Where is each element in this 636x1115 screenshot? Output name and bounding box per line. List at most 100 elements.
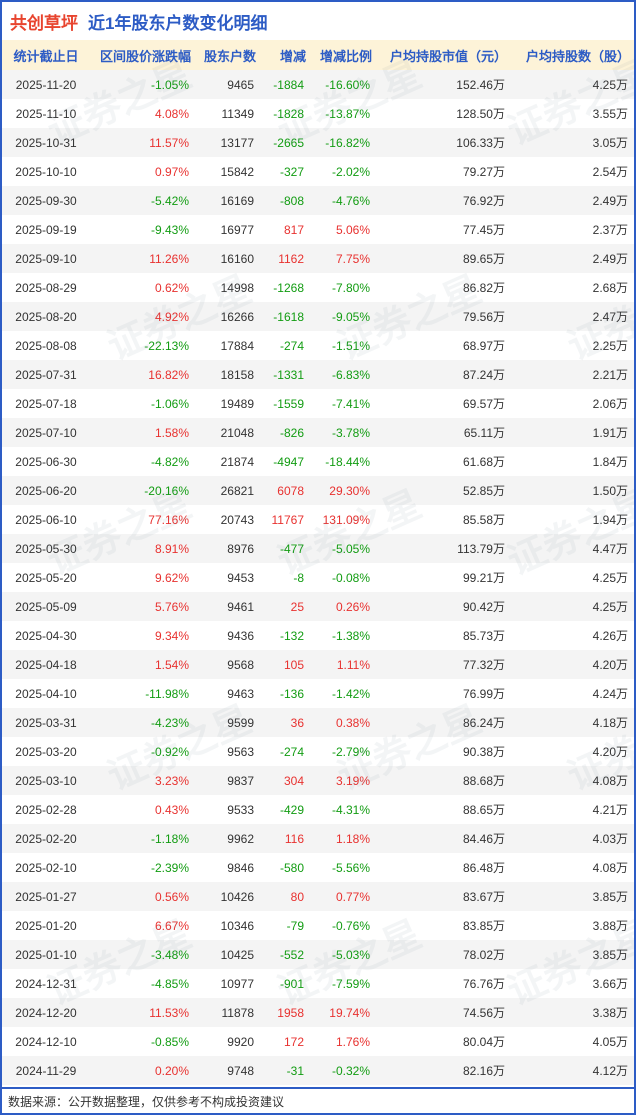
price-change-cell: 11.53% xyxy=(149,1005,189,1020)
table-row: 2025-04-30 9.34% 9436 -132 -1.38% 85.73万 4.26万 xyxy=(2,621,634,650)
price-change-cell: -4.85% xyxy=(150,976,189,991)
avg-holding-shares-cell: 2.21万 xyxy=(592,368,628,382)
holders-delta-cell: 1162 xyxy=(278,251,304,266)
holders-count-cell: 11878 xyxy=(221,1005,254,1020)
delta-ratio-cell: 0.77% xyxy=(335,889,370,904)
avg-holding-shares-cell: 4.03万 xyxy=(592,832,628,846)
avg-holding-value-cell: 83.85万 xyxy=(462,919,505,933)
column-header: 户均持股市值（元） xyxy=(376,40,511,70)
table-row: 2024-12-31 -4.85% 10977 -901 -7.59% 76.76万 3.6… xyxy=(2,969,634,998)
avg-holding-value-cell: 77.45万 xyxy=(462,223,505,237)
price-change-cell: -1.18% xyxy=(150,831,189,846)
avg-holding-value-cell: 152.46万 xyxy=(456,78,505,92)
date-cell: 2024-12-10 xyxy=(15,1034,77,1049)
delta-ratio-cell: -1.42% xyxy=(331,686,370,701)
avg-holding-shares-cell: 4.08万 xyxy=(592,861,628,875)
delta-ratio-cell: -4.31% xyxy=(331,802,370,817)
price-change-cell: -1.05% xyxy=(150,77,189,92)
holders-delta-cell: 105 xyxy=(283,657,304,672)
holders-count-cell: 26821 xyxy=(220,483,254,498)
date-cell: 2025-04-18 xyxy=(15,657,77,672)
date-cell: 2025-10-31 xyxy=(15,135,77,150)
avg-holding-value-cell: 76.99万 xyxy=(462,687,505,701)
holders-delta-cell: -826 xyxy=(279,425,304,440)
date-cell: 2025-09-19 xyxy=(15,222,77,237)
table-row: 2025-03-20 -0.92% 9563 -274 -2.79% 90.38万 4.20… xyxy=(2,737,634,766)
price-change-cell: 9.62% xyxy=(154,570,189,585)
date-cell: 2025-04-10 xyxy=(15,686,77,701)
holders-delta-cell: -1268 xyxy=(273,280,304,295)
avg-holding-shares-cell: 3.85万 xyxy=(592,948,628,962)
delta-ratio-cell: -5.56% xyxy=(331,860,370,875)
avg-holding-shares-cell: 4.05万 xyxy=(592,1035,628,1049)
holders-delta-cell: -1559 xyxy=(273,396,304,411)
delta-ratio-cell: -7.59% xyxy=(331,976,370,991)
delta-ratio-cell: -0.32% xyxy=(331,1063,370,1078)
price-change-cell: 4.08% xyxy=(154,106,189,121)
holders-delta-cell: -31 xyxy=(286,1063,304,1078)
date-cell: 2025-11-20 xyxy=(15,77,77,92)
delta-ratio-cell: 3.19% xyxy=(335,773,370,788)
holders-count-cell: 9568 xyxy=(227,657,254,672)
table-row: 2025-05-30 8.91% 8976 -477 -5.05% 113.79万 4.47… xyxy=(2,534,634,563)
holders-count-cell: 14998 xyxy=(220,280,254,295)
price-change-cell: -4.82% xyxy=(150,454,189,469)
delta-ratio-cell: -0.08% xyxy=(331,570,370,585)
holders-delta-cell: -327 xyxy=(279,164,304,179)
avg-holding-value-cell: 87.24万 xyxy=(462,368,505,382)
holders-count-cell: 15842 xyxy=(220,164,254,179)
holders-delta-cell: -1884 xyxy=(273,77,304,92)
table-row: 2025-10-10 0.97% 15842 -327 -2.02% 79.27万 2.54… xyxy=(2,157,634,186)
holders-delta-cell: -79 xyxy=(286,918,304,933)
avg-holding-shares-cell: 3.66万 xyxy=(592,977,628,991)
price-change-cell: -9.43% xyxy=(150,222,189,237)
table-row: 2025-07-10 1.58% 21048 -826 -3.78% 65.11万 1.91… xyxy=(2,418,634,447)
date-cell: 2025-07-10 xyxy=(15,425,77,440)
holders-count-cell: 9748 xyxy=(227,1063,254,1078)
holders-count-cell: 16266 xyxy=(220,309,254,324)
date-cell: 2025-04-30 xyxy=(15,628,77,643)
avg-holding-value-cell: 88.68万 xyxy=(462,774,505,788)
table-row: 2025-02-10 -2.39% 9846 -580 -5.56% 86.48万 4.08… xyxy=(2,853,634,882)
delta-ratio-cell: -4.76% xyxy=(331,193,370,208)
delta-ratio-cell: 0.26% xyxy=(335,599,370,614)
avg-holding-value-cell: 82.16万 xyxy=(462,1064,505,1078)
delta-ratio-cell: -7.41% xyxy=(331,396,370,411)
holders-delta-cell: 80 xyxy=(290,889,304,904)
date-cell: 2025-02-28 xyxy=(15,802,77,817)
date-cell: 2025-03-20 xyxy=(15,744,77,759)
avg-holding-shares-cell: 4.20万 xyxy=(592,745,628,759)
avg-holding-value-cell: 90.42万 xyxy=(462,600,505,614)
avg-holding-value-cell: 89.65万 xyxy=(462,252,505,266)
date-cell: 2025-11-10 xyxy=(15,106,77,121)
avg-holding-shares-cell: 2.49万 xyxy=(592,252,628,266)
avg-holding-shares-cell: 4.25万 xyxy=(592,600,628,614)
delta-ratio-cell: 1.76% xyxy=(335,1034,370,1049)
holders-count-cell: 13177 xyxy=(220,135,254,150)
avg-holding-value-cell: 76.76万 xyxy=(462,977,505,991)
avg-holding-shares-cell: 2.06万 xyxy=(592,397,628,411)
delta-ratio-cell: -2.79% xyxy=(331,744,370,759)
table-row: 2025-10-31 11.57% 13177 -2665 -16.82% 106.33万… xyxy=(2,128,634,157)
holders-delta-cell: -429 xyxy=(279,802,304,817)
column-header: 增减比例 xyxy=(310,40,376,70)
holders-count-cell: 11349 xyxy=(221,106,254,121)
table-row: 2025-08-20 4.92% 16266 -1618 -9.05% 79.56万 2.4… xyxy=(2,302,634,331)
avg-holding-value-cell: 84.46万 xyxy=(462,832,505,846)
date-cell: 2025-08-20 xyxy=(15,309,77,324)
holders-count-cell: 9837 xyxy=(227,773,254,788)
price-change-cell: -22.13% xyxy=(144,338,189,353)
date-cell: 2025-01-10 xyxy=(15,947,77,962)
price-change-cell: 8.91% xyxy=(154,541,189,556)
price-change-cell: 0.56% xyxy=(154,889,189,904)
table-row: 2025-02-20 -1.18% 9962 116 1.18% 84.46万 4.03万 xyxy=(2,824,634,853)
delta-ratio-cell: 29.30% xyxy=(329,483,370,498)
holders-delta-cell: -8 xyxy=(293,570,304,585)
holders-count-cell: 9533 xyxy=(227,802,254,817)
table-row: 2025-01-20 6.67% 10346 -79 -0.76% 83.85万 3.88万 xyxy=(2,911,634,940)
date-cell: 2025-07-18 xyxy=(15,396,77,411)
holders-count-cell: 10977 xyxy=(220,976,254,991)
table-row: 2025-07-18 -1.06% 19489 -1559 -7.41% 69.57万 2.… xyxy=(2,389,634,418)
price-change-cell: -0.85% xyxy=(150,1034,189,1049)
avg-holding-shares-cell: 1.91万 xyxy=(592,426,628,440)
